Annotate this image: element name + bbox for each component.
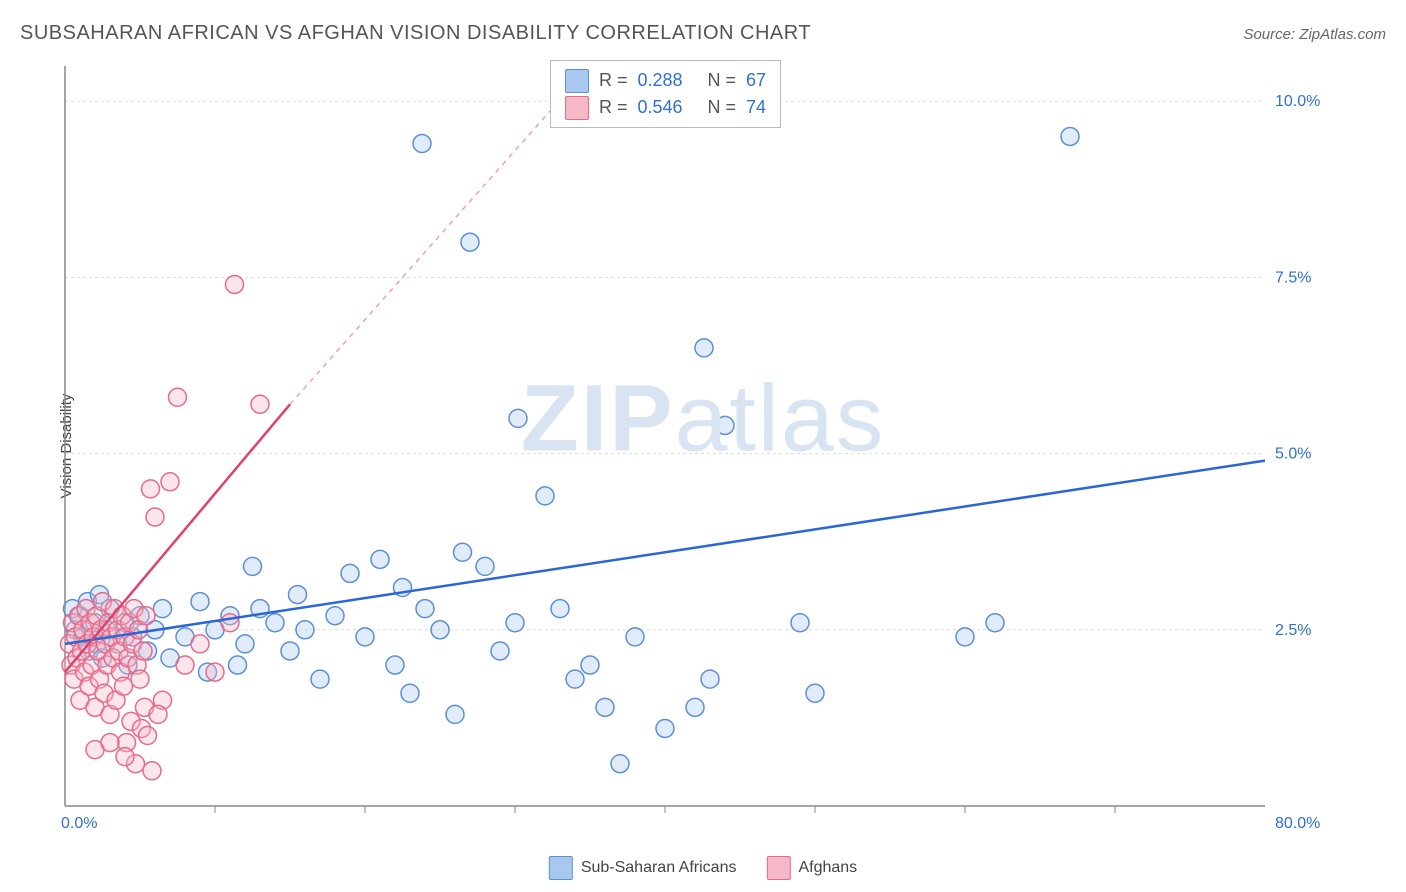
legend-label-series2: Afghans xyxy=(798,859,857,877)
r-value-series1: 0.288 xyxy=(638,67,698,94)
stats-swatch-series1 xyxy=(565,69,589,93)
r-label: R = xyxy=(599,67,628,94)
legend-swatch-series1 xyxy=(549,856,573,880)
r-label: R = xyxy=(599,94,628,121)
svg-text:80.0%: 80.0% xyxy=(1275,815,1320,832)
stats-swatch-series2 xyxy=(565,96,589,120)
svg-text:10.0%: 10.0% xyxy=(1275,93,1320,110)
svg-text:5.0%: 5.0% xyxy=(1275,446,1311,463)
svg-text:0.0%: 0.0% xyxy=(61,815,97,832)
legend-label-series1: Sub-Saharan Africans xyxy=(581,859,737,877)
bottom-legend: Sub-Saharan Africans Afghans xyxy=(549,856,857,880)
n-label: N = xyxy=(708,67,737,94)
chart-source: Source: ZipAtlas.com xyxy=(1243,26,1386,43)
legend-swatch-series2 xyxy=(766,856,790,880)
legend-item-series1: Sub-Saharan Africans xyxy=(549,856,737,880)
stats-row-series1: R = 0.288 N = 67 xyxy=(565,67,766,94)
svg-text:2.5%: 2.5% xyxy=(1275,622,1311,639)
chart-header: SUBSAHARAN AFRICAN VS AFGHAN VISION DISA… xyxy=(20,22,1386,45)
n-value-series2: 74 xyxy=(746,94,766,121)
legend-item-series2: Afghans xyxy=(766,856,857,880)
correlation-stats-box: R = 0.288 N = 67 R = 0.546 N = 74 xyxy=(550,60,781,128)
stats-row-series2: R = 0.546 N = 74 xyxy=(565,94,766,121)
scatter-plot-svg: 2.5% 5.0% 7.5% 10.0% 0.0% 80.0% xyxy=(55,56,1335,836)
r-value-series2: 0.546 xyxy=(638,94,698,121)
n-value-series1: 67 xyxy=(746,67,766,94)
n-label: N = xyxy=(708,94,737,121)
svg-text:7.5%: 7.5% xyxy=(1275,269,1311,286)
plot-area: 2.5% 5.0% 7.5% 10.0% 0.0% 80.0% xyxy=(55,56,1335,836)
chart-title: SUBSAHARAN AFRICAN VS AFGHAN VISION DISA… xyxy=(20,22,811,45)
